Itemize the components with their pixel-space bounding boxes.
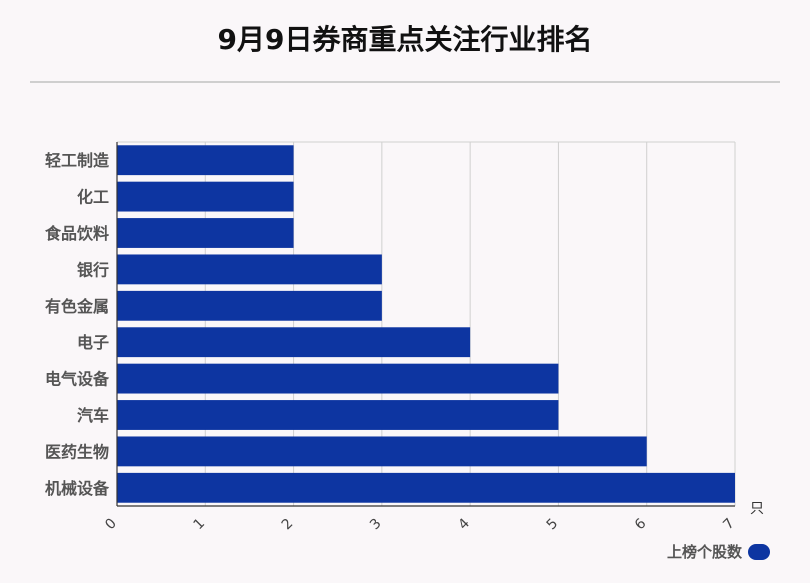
- bar-1: [117, 181, 294, 212]
- category-label-1: 化工: [77, 188, 109, 207]
- title-divider: [30, 81, 780, 83]
- bar-2: [117, 218, 294, 248]
- category-label-6: 电气设备: [45, 370, 110, 389]
- category-label-7: 汽车: [77, 406, 109, 425]
- x-tick-label-0: 0: [102, 516, 120, 534]
- x-tick-label-2: 2: [279, 516, 297, 534]
- category-label-4: 有色金属: [45, 297, 109, 316]
- bars-group: [117, 145, 735, 503]
- category-label-2: 食品饮料: [44, 224, 109, 243]
- x-tick-label-5: 5: [544, 516, 562, 534]
- category-label-8: 医药生物: [45, 442, 109, 461]
- category-label-9: 机械设备: [45, 479, 110, 498]
- bar-7: [117, 400, 559, 430]
- bar-9: [117, 472, 735, 503]
- x-tick-label-4: 4: [455, 515, 473, 533]
- category-label-5: 电子: [77, 333, 109, 352]
- chart-title: 9月9日券商重点关注行业排名: [217, 23, 593, 56]
- x-tick-label-1: 1: [190, 516, 208, 534]
- legend: 上榜个股数: [667, 541, 770, 562]
- category-label-0: 轻工制造: [45, 151, 110, 170]
- legend-swatch: [748, 543, 770, 560]
- bar-4: [117, 290, 382, 321]
- legend-label: 上榜个股数: [666, 543, 742, 561]
- axes-group: [116, 142, 735, 507]
- x-axis-unit: 只: [750, 501, 764, 517]
- tick-labels: 0 1 2 3 4 5 6 7: [102, 515, 738, 533]
- category-label-3: 银行: [77, 260, 109, 279]
- bar-0: [117, 145, 294, 176]
- bar-6: [117, 363, 559, 394]
- bar-8: [117, 436, 647, 467]
- x-tick-label-3: 3: [367, 516, 385, 534]
- x-tick-label-6: 6: [632, 515, 650, 533]
- bar-5: [117, 327, 471, 358]
- x-tick-label-7: 7: [720, 516, 738, 534]
- bar-3: [117, 254, 382, 285]
